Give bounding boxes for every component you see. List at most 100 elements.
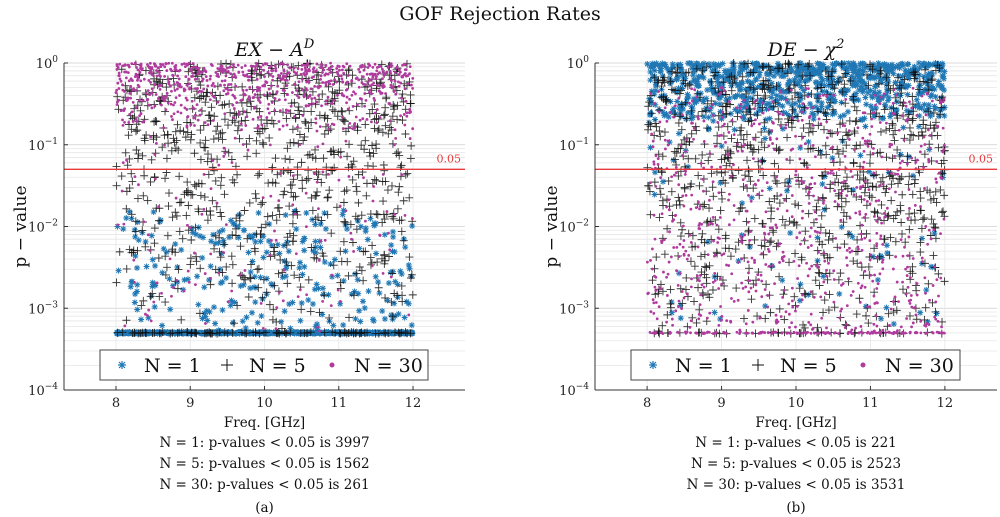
n5-point [929,251,938,260]
n30-point [690,99,694,103]
n30-point [232,116,235,120]
n1-point [756,72,763,79]
n1-point [916,88,923,95]
n5-point [252,230,261,239]
n30-point [808,267,812,271]
n30-point [677,96,681,100]
n1-point [164,329,171,336]
n30-point [324,99,328,103]
n30-point [273,97,277,100]
n30-point [313,85,317,88]
n1-point [684,109,691,116]
n1-point [899,73,906,80]
n5-point [799,124,808,133]
n1-point [892,107,899,114]
y-tick-label: 100 [36,55,59,72]
n1-point [247,285,254,292]
n30-point [118,77,122,81]
n5-point [215,247,224,256]
n1-point [750,89,757,96]
n5-point [133,86,142,95]
n30-point [375,69,379,73]
n1-point [685,60,692,67]
n5-point [670,147,679,156]
n5-point [172,136,181,145]
n30-point [353,122,356,126]
n5-point [874,79,883,88]
n5-point [728,117,737,126]
n1-point [652,101,659,108]
n5-point [687,180,696,189]
n1-point [793,73,800,80]
n1-point [932,93,939,100]
n5-point [852,106,861,115]
n5-point [738,203,747,212]
n5-point [775,145,784,154]
n5-point [681,285,690,294]
n5-point [307,243,316,252]
n30-point [840,189,844,193]
n1-point [293,330,300,337]
n1-point [247,234,254,241]
n1-point [796,60,803,67]
n1-point [781,73,788,80]
n5-point [332,203,341,212]
n1-point [871,73,878,80]
n5-point [843,184,852,193]
n5-point [394,188,403,197]
n30-point [367,63,371,66]
n5-point [663,224,672,233]
n30-point [942,143,946,147]
n1-point [325,291,332,298]
n1-point [745,94,752,101]
n30-point [274,238,278,242]
n1-point [798,95,805,102]
n30-point [378,64,382,68]
n5-point [898,285,907,294]
n5-point [285,202,294,211]
n30-point [663,106,667,110]
n1-point [699,63,706,70]
n1-point [669,108,676,115]
n5-point [818,240,827,249]
n30-point [215,201,219,205]
n1-point [825,77,832,84]
n5-point [146,292,155,301]
n1-point [309,300,316,307]
n5-point [912,315,921,324]
n5-point [791,249,800,258]
n30-point [121,161,125,165]
n1-point [697,90,704,97]
n1-point [821,173,828,180]
n1-point [763,101,770,108]
n30-point [878,216,882,220]
panel-title-main: DE − χ [767,39,838,61]
n5-point [700,200,709,209]
n30-point [843,326,847,330]
n5-point [357,266,366,275]
n5-point [206,329,215,338]
n1-point [872,64,879,71]
n1-point [319,285,326,292]
n30-point [253,65,257,68]
n5-point [276,255,285,264]
n1-point [876,89,883,96]
n30-point [124,76,128,80]
n5-point [828,80,837,89]
n30-point [150,67,154,71]
n5-point [378,128,387,137]
n5-point [407,141,416,150]
n30-point [243,64,247,68]
n5-point [692,64,701,73]
n5-point [908,269,917,278]
n30-point [283,89,286,92]
legend-asterisk-icon [118,361,126,369]
n30-point [211,64,214,67]
n30-point [845,304,849,308]
n5-point [279,190,288,199]
n5-point [887,196,896,205]
n1-point [861,60,868,67]
n5-point [877,200,886,209]
n5-point [739,135,748,144]
